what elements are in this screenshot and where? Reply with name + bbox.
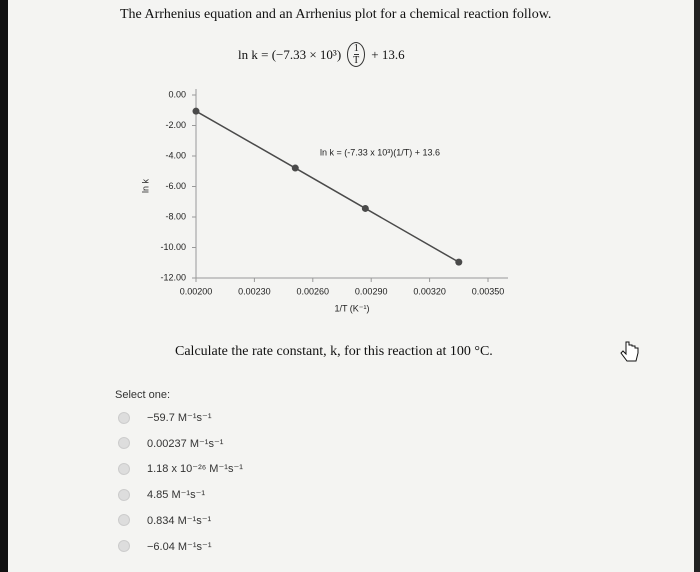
right-edge: [694, 0, 700, 572]
radio-button[interactable]: [118, 540, 130, 552]
question-prompt: Calculate the rate constant, k, for this…: [175, 344, 493, 359]
option-text: 4.85 M⁻¹s⁻¹: [147, 489, 206, 502]
option[interactable]: 1.18 x 10⁻²⁶ M⁻¹s⁻¹: [118, 462, 243, 475]
option[interactable]: 0.834 M⁻¹s⁻¹: [118, 514, 211, 527]
x-tick-label: 0.00200: [180, 286, 213, 296]
y-tick-label: 0.00: [168, 89, 186, 99]
x-tick-label: 0.00350: [472, 286, 505, 296]
x-axis-label: 1/T (K⁻¹): [334, 303, 369, 313]
y-tick-label: -12.00: [160, 272, 186, 282]
select-label: Select one:: [115, 389, 171, 401]
series-line: [195, 110, 460, 263]
x-tick-label: 0.00290: [355, 286, 388, 296]
y-axis-label: ln k: [140, 179, 150, 194]
data-point: [291, 164, 299, 172]
option-text: −6.04 M⁻¹s⁻¹: [147, 540, 212, 553]
y-tick-label: -4.00: [165, 150, 186, 160]
x-tick-label: 0.00320: [413, 286, 446, 296]
hand-cursor: [620, 341, 639, 362]
chart: 0.00 -2.00 -4.00 -6.00 -8.00 -10.00 -12.00 0.00…: [140, 89, 508, 313]
left-edge: [0, 0, 8, 572]
y-tick-label: -6.00: [165, 181, 186, 191]
radio-button[interactable]: [118, 437, 130, 450]
data-point: [192, 107, 200, 115]
radio-button[interactable]: [118, 462, 130, 475]
numerator: 1: [353, 43, 359, 55]
y-tick-label: -8.00: [165, 211, 186, 221]
data-point: [361, 204, 369, 212]
fraction: 1 T: [347, 42, 366, 67]
option-text: 0.00237 M⁻¹s⁻¹: [147, 437, 224, 450]
y-tick-label: -10.00: [160, 242, 186, 252]
denominator: T: [353, 55, 360, 66]
x-tick-label: 0.00260: [297, 286, 330, 296]
question-title: The Arrhenius equation and an Arrhenius …: [120, 7, 552, 22]
option[interactable]: −59.7 M⁻¹s⁻¹: [118, 411, 212, 424]
option-text: 0.834 M⁻¹s⁻¹: [147, 514, 212, 527]
option-text: 1.18 x 10⁻²⁶ M⁻¹s⁻¹: [147, 463, 243, 476]
option-text: −59.7 M⁻¹s⁻¹: [147, 412, 212, 424]
option[interactable]: 0.00237 M⁻¹s⁻¹: [118, 437, 223, 450]
option[interactable]: −6.04 M⁻¹s⁻¹: [118, 540, 212, 553]
equation: ln k = (−7.33 × 10³) 1 T + 13.6: [238, 42, 405, 67]
radio-button[interactable]: [118, 411, 130, 424]
equation-right: + 13.6: [371, 46, 405, 62]
data-point: [455, 258, 463, 266]
radio-button[interactable]: [118, 488, 130, 501]
equation-left: ln k = (−7.33 × 10³): [238, 46, 342, 62]
y-tick-label: -2.00: [165, 120, 186, 130]
option[interactable]: 4.85 M⁻¹s⁻¹: [118, 488, 205, 501]
x-tick-label: 0.00230: [238, 286, 271, 296]
annotation: ln k = (-7.33 x 10³)(1/T) + 13.6: [320, 147, 440, 157]
radio-button[interactable]: [118, 514, 130, 527]
